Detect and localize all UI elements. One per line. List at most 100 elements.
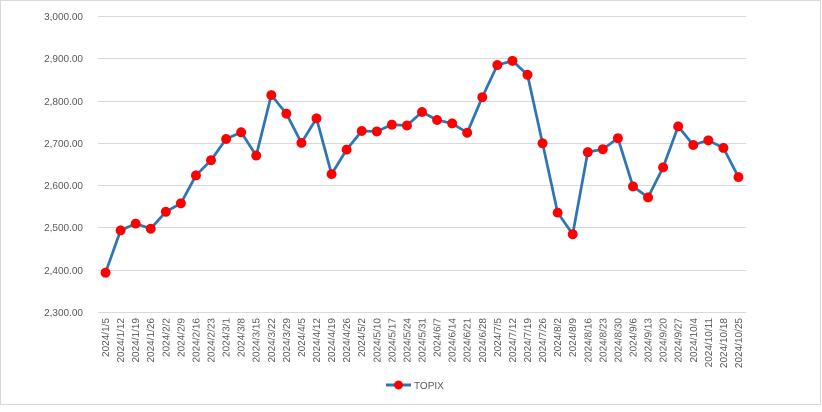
x-tick-label: 2024/3/29	[282, 318, 293, 363]
data-point	[371, 126, 382, 137]
x-tick-label: 2024/8/2	[553, 318, 564, 357]
y-tick-label: 2,700.00	[44, 139, 83, 150]
x-tick-label: 2024/1/26	[146, 318, 157, 363]
data-point	[145, 223, 156, 234]
x-tick-label: 2024/6/14	[448, 318, 459, 363]
x-tick-label: 2024/8/23	[598, 318, 609, 363]
x-tick-label: 2024/5/17	[387, 318, 398, 363]
data-point	[552, 207, 563, 218]
x-tick-label: 2024/2/9	[176, 318, 187, 357]
legend-label-topix: TOPIX	[414, 381, 444, 392]
data-point	[356, 126, 367, 137]
data-point	[236, 127, 247, 138]
gridlines	[98, 16, 746, 313]
data-point	[718, 142, 729, 153]
data-point	[492, 60, 503, 71]
x-tick-label: 2024/10/18	[719, 318, 730, 368]
data-point	[266, 90, 277, 101]
data-point	[130, 218, 141, 229]
x-tick-label: 2024/7/5	[493, 318, 504, 357]
data-point	[221, 134, 232, 145]
data-point	[688, 139, 699, 150]
x-tick-label: 2024/2/2	[161, 318, 172, 357]
y-axis-tick-labels: 2,300.00 2,400.00 2,500.00 2,600.00 2,700.00…	[44, 12, 83, 319]
y-tick-label: 2,500.00	[44, 223, 83, 234]
x-tick-label: 2024/4/12	[312, 318, 323, 363]
x-tick-label: 2024/3/15	[252, 318, 263, 363]
x-tick-label: 2024/4/26	[342, 318, 353, 363]
data-point	[522, 69, 533, 80]
x-tick-label: 2024/5/31	[418, 318, 429, 363]
x-tick-label: 2024/9/20	[659, 318, 670, 363]
x-tick-label: 2024/10/4	[689, 318, 700, 363]
x-tick-label: 2024/1/12	[116, 318, 127, 363]
series-topix	[100, 55, 744, 278]
data-point	[115, 225, 126, 236]
data-point	[447, 118, 458, 129]
data-point	[582, 147, 593, 158]
y-tick-label: 2,900.00	[44, 54, 83, 65]
x-tick-label: 2024/9/13	[644, 318, 655, 363]
data-point	[401, 120, 412, 131]
x-tick-label: 2024/9/27	[674, 318, 685, 363]
legend-marker-swatch	[394, 380, 403, 390]
x-tick-label: 2024/5/24	[402, 318, 413, 363]
y-tick-label: 2,800.00	[44, 97, 83, 108]
legend: TOPIX	[386, 380, 444, 392]
x-tick-label: 2024/8/9	[568, 318, 579, 357]
data-point	[567, 229, 578, 240]
data-point	[100, 267, 111, 278]
x-tick-label: 2024/6/28	[478, 318, 489, 363]
x-tick-label: 2024/1/5	[101, 318, 112, 357]
x-tick-label: 2024/4/19	[327, 318, 338, 363]
data-point	[175, 198, 186, 209]
x-axis-tick-labels: 2024/1/5 2024/1/12 2024/1/19 2024/1/26 2024/…	[101, 318, 745, 368]
data-point	[507, 55, 518, 66]
x-tick-label: 2024/8/16	[583, 318, 594, 363]
x-tick-label: 2024/7/26	[538, 318, 549, 363]
x-tick-label: 2024/9/6	[628, 318, 639, 357]
x-tick-label: 2024/10/11	[704, 318, 715, 368]
data-point	[658, 162, 669, 173]
data-point	[160, 206, 171, 217]
x-tick-label: 2024/3/8	[237, 318, 248, 357]
data-point	[281, 108, 292, 119]
data-point	[386, 119, 397, 130]
y-tick-label: 3,000.00	[44, 12, 83, 23]
x-tick-label: 2024/4/5	[297, 318, 308, 357]
data-point	[432, 115, 443, 126]
y-tick-label: 2,600.00	[44, 181, 83, 192]
x-tick-label: 2024/6/7	[433, 318, 444, 357]
data-point	[673, 121, 684, 132]
data-point	[627, 181, 638, 192]
data-point	[190, 170, 201, 181]
x-tick-label: 2024/2/16	[191, 318, 202, 363]
data-point	[251, 150, 262, 161]
x-tick-label: 2024/7/12	[508, 318, 519, 363]
data-point	[703, 135, 714, 146]
data-point	[643, 192, 654, 203]
x-tick-label: 2024/3/22	[267, 318, 278, 363]
x-tick-label: 2024/1/19	[131, 318, 142, 363]
series-line	[104, 59, 740, 274]
data-point	[733, 172, 744, 183]
data-point	[341, 144, 352, 155]
y-tick-label: 2,300.00	[44, 308, 83, 319]
x-tick-label: 2024/2/23	[207, 318, 218, 363]
data-point	[462, 127, 473, 138]
data-point	[477, 92, 488, 103]
x-tick-label: 2024/6/21	[463, 318, 474, 363]
data-point	[326, 169, 337, 180]
x-tick-label: 2024/7/19	[523, 318, 534, 363]
x-tick-label: 2024/5/2	[357, 318, 368, 357]
data-point	[612, 133, 623, 144]
x-tick-label: 2024/3/1	[222, 318, 233, 357]
data-point	[417, 106, 427, 117]
data-point	[206, 155, 217, 166]
data-point	[311, 113, 322, 124]
data-point	[597, 144, 608, 155]
data-point	[296, 137, 307, 148]
data-point	[537, 138, 548, 149]
